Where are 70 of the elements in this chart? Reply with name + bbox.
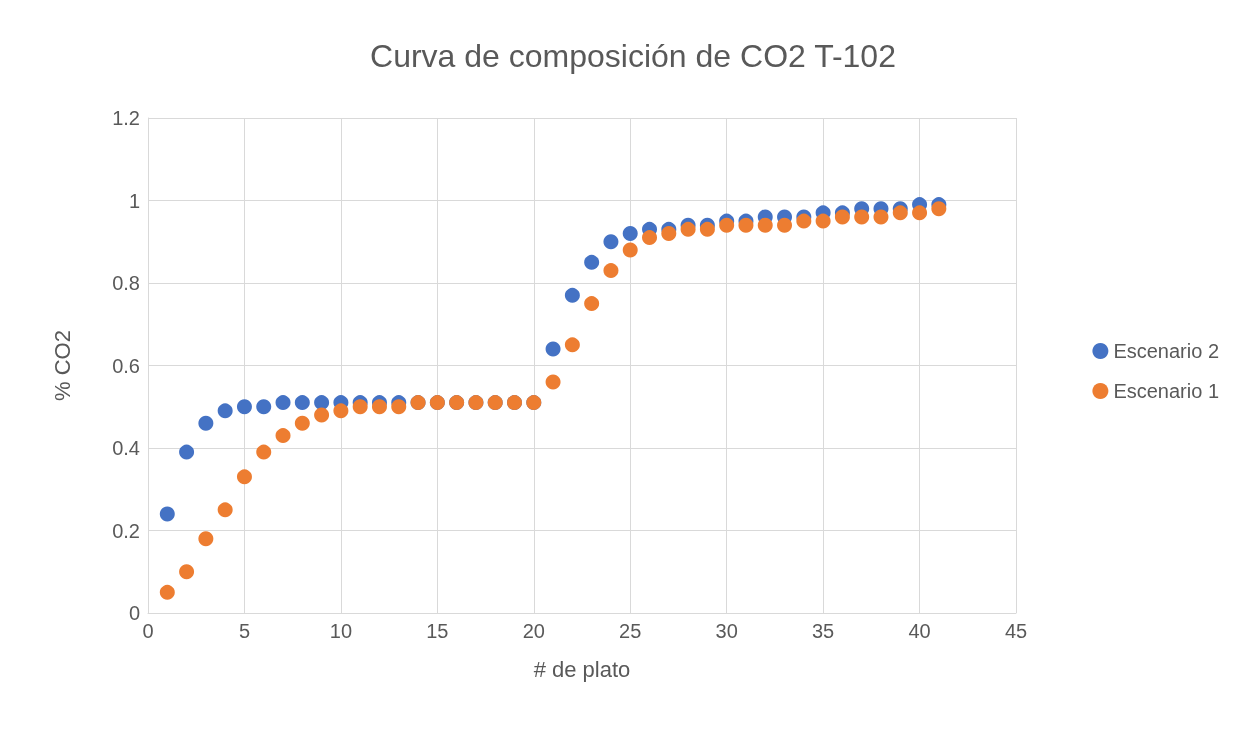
- legend-label: Escenario 1: [1113, 380, 1220, 402]
- point: [622, 226, 638, 241]
- point: [371, 399, 387, 415]
- x-tick-label: 5: [238, 620, 251, 642]
- point: [564, 337, 580, 353]
- y-tick-label: 0: [128, 602, 140, 624]
- point: [294, 395, 310, 411]
- point: [314, 395, 330, 411]
- point: [603, 234, 619, 250]
- x-axis-title: # de plato: [533, 656, 631, 682]
- x-tick-label: 40: [908, 620, 931, 642]
- point: [603, 263, 619, 279]
- point: [584, 254, 600, 270]
- point: [198, 531, 214, 547]
- point: [642, 230, 658, 246]
- point: [314, 407, 330, 423]
- point: [834, 209, 850, 225]
- point: [217, 403, 233, 419]
- point: [352, 399, 368, 415]
- point: [294, 415, 310, 431]
- point: [931, 201, 947, 217]
- x-tick-label: 25: [619, 620, 642, 642]
- point: [179, 444, 195, 460]
- point: [198, 415, 214, 431]
- point: [892, 205, 908, 221]
- point: [661, 226, 677, 241]
- x-tick-label: 20: [522, 620, 545, 642]
- y-tick-label: 0.6: [112, 354, 140, 377]
- point: [680, 221, 696, 237]
- legend-label: Escenario 2: [1113, 340, 1220, 362]
- point: [159, 584, 175, 600]
- x-tick-label: 45: [1004, 620, 1028, 642]
- point: [256, 399, 272, 415]
- point: [333, 403, 349, 419]
- point: [275, 428, 291, 444]
- x-tick-label: 15: [426, 620, 449, 642]
- point: [796, 213, 812, 229]
- point: [738, 217, 754, 233]
- point: [275, 395, 291, 411]
- x-tick-label: 10: [329, 620, 353, 642]
- point: [854, 209, 870, 225]
- point: [622, 242, 638, 258]
- y-axis-title: % CO2: [49, 330, 75, 401]
- x-tick-label: 30: [715, 620, 738, 642]
- point: [159, 506, 175, 522]
- point: [564, 287, 580, 303]
- y-tick-label: 1: [128, 189, 140, 212]
- point: [777, 217, 793, 233]
- x-tick-label: 0: [142, 620, 154, 642]
- point: [236, 469, 252, 485]
- point: [391, 399, 407, 415]
- y-tick-label: 0.4: [112, 437, 140, 459]
- y-tick-label: 1.2: [112, 107, 140, 129]
- y-tick-label: 0.8: [112, 272, 140, 294]
- point: [912, 205, 928, 221]
- x-tick-label: 35: [811, 620, 835, 642]
- point: [873, 209, 889, 225]
- point: [815, 213, 831, 229]
- y-tick-label: 0.2: [112, 519, 140, 542]
- point: [584, 296, 600, 312]
- point: [217, 502, 233, 518]
- point: [719, 217, 735, 233]
- point: [236, 399, 252, 415]
- chart-title: Curva de composición de CO2 T-102: [370, 38, 896, 74]
- point: [256, 444, 272, 460]
- point: [699, 221, 715, 237]
- point: [545, 374, 561, 390]
- point: [757, 217, 773, 233]
- point: [545, 341, 561, 357]
- point: [179, 564, 195, 580]
